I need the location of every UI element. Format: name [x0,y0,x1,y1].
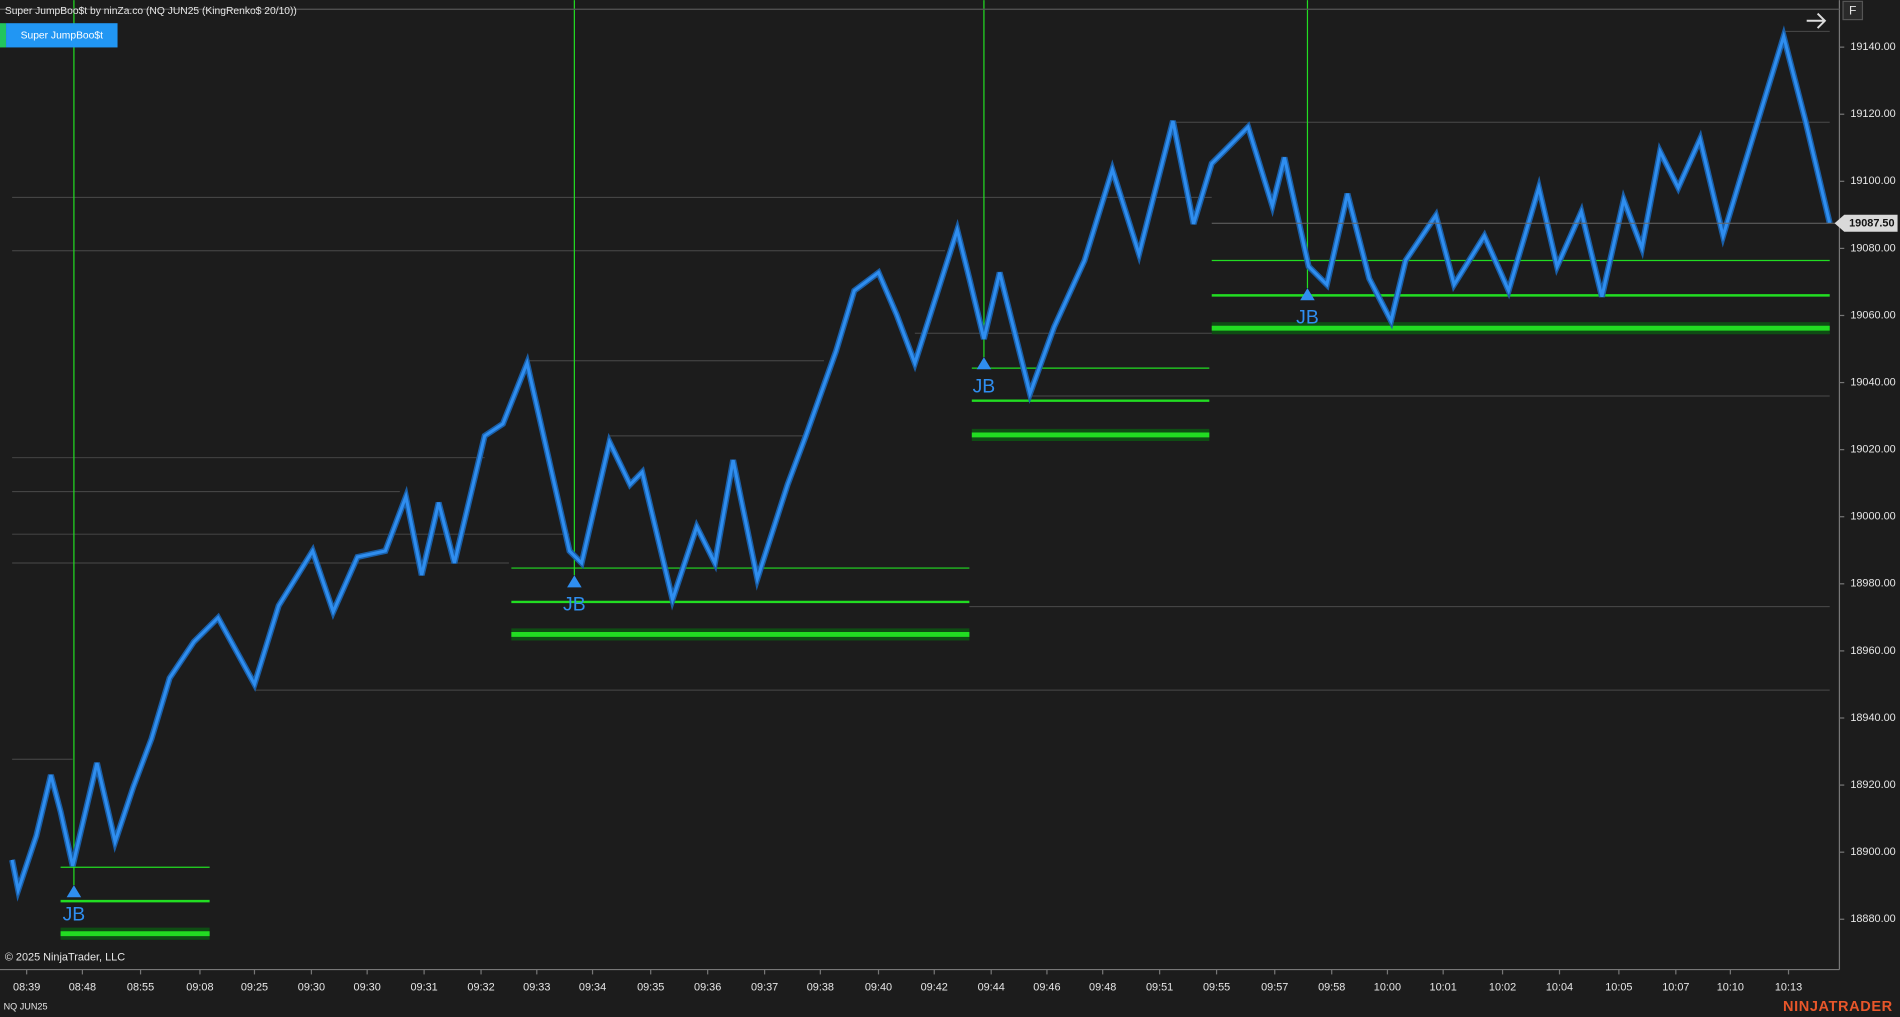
price-path [10,30,1832,896]
y-tick-label: 18980.00 [1850,578,1895,590]
x-tick-label: 10:07 [1662,982,1689,994]
y-tick-label: 19040.00 [1850,376,1895,388]
y-tick-label: 18940.00 [1850,712,1895,724]
signal-triangle [567,575,582,588]
indicator-button-label[interactable]: Super JumpBoo$t [21,31,103,42]
x-tick-label: 09:57 [1261,982,1288,994]
plot-layer: JB JB JB JB [9,25,1833,926]
signal-triangle [66,885,82,898]
signal-label: JB [63,904,86,926]
last-price-tag [1834,214,1898,232]
y-tick-label: 18900.00 [1850,846,1895,858]
y-tick-label: 18920.00 [1850,779,1895,791]
x-tick-label: 10:00 [1374,982,1401,994]
x-tick-label: 10:02 [1489,982,1516,994]
x-tick-label: 09:38 [807,982,834,994]
x-tick-label: 09:48 [1089,982,1116,994]
y-tick-label: 19020.00 [1850,444,1895,456]
x-tick-label: 09:25 [241,982,268,994]
y-tick-label: 18960.00 [1850,645,1895,657]
y-tick-label: 19120.00 [1850,108,1895,120]
x-tick-label: 09:35 [637,982,664,994]
reference-layer [12,0,1830,940]
x-tick-label: 10:10 [1717,982,1744,994]
x-tick-label: 09:31 [410,982,437,994]
signal-label: JB [563,594,586,616]
signal-label: JB [973,376,996,398]
x-tick-label: 10:01 [1430,982,1457,994]
x-tick-label: 09:37 [751,982,778,994]
y-tick-label: 19060.00 [1850,309,1895,321]
scroll-arrow-icon[interactable] [1806,12,1827,29]
x-tick-label: 09:42 [921,982,948,994]
x-tick-label: 09:58 [1318,982,1345,994]
x-tick-label: 09:46 [1033,982,1060,994]
axis-layer: 18880.00 18900.00 18920.00 18940.00 18960.00… [13,41,1898,994]
x-tick-label: 08:48 [69,982,96,994]
last-price-label: 19087.50 [1849,218,1894,230]
indicator-button[interactable] [6,23,118,48]
x-tick-label: 09:40 [865,982,892,994]
x-tick-label: 09:51 [1146,982,1173,994]
x-tick-label: 10:04 [1546,982,1573,994]
x-tick-label: 09:32 [467,982,494,994]
x-tick-label: 09:30 [354,982,381,994]
y-tick-label: 19000.00 [1850,511,1895,523]
instrument-label: NQ JUN25 [4,1002,48,1012]
x-tick-label: 09:08 [186,982,213,994]
chart-title: Super JumpBoo$t by ninZa.co (NQ JUN25 (K… [5,6,297,17]
signal-triangle [976,357,992,370]
signal-triangle [1300,288,1315,301]
y-tick-label: 19140.00 [1850,41,1895,53]
x-tick-label: 09:34 [579,982,606,994]
f-button[interactable] [1842,0,1864,21]
indicator-marker [0,23,7,48]
y-tick-label: 19100.00 [1850,175,1895,187]
copyright: © 2025 NinjaTrader, LLC [5,951,125,963]
y-tick-label: 19080.00 [1850,242,1895,254]
x-tick-label: 09:33 [523,982,550,994]
signal-label: JB [1296,307,1319,329]
x-tick-label: 10:13 [1775,982,1802,994]
x-tick-label: 10:05 [1605,982,1632,994]
x-tick-label: 09:36 [694,982,721,994]
f-button-label[interactable]: F [1849,3,1856,17]
x-tick-label: 08:39 [13,982,40,994]
x-tick-label: 09:55 [1203,982,1230,994]
x-tick-label: 09:44 [978,982,1005,994]
y-tick-label: 18880.00 [1850,913,1895,925]
brand-logo: NINJATRADER [1783,999,1893,1015]
x-tick-label: 08:55 [127,982,154,994]
x-tick-label: 09:30 [298,982,325,994]
